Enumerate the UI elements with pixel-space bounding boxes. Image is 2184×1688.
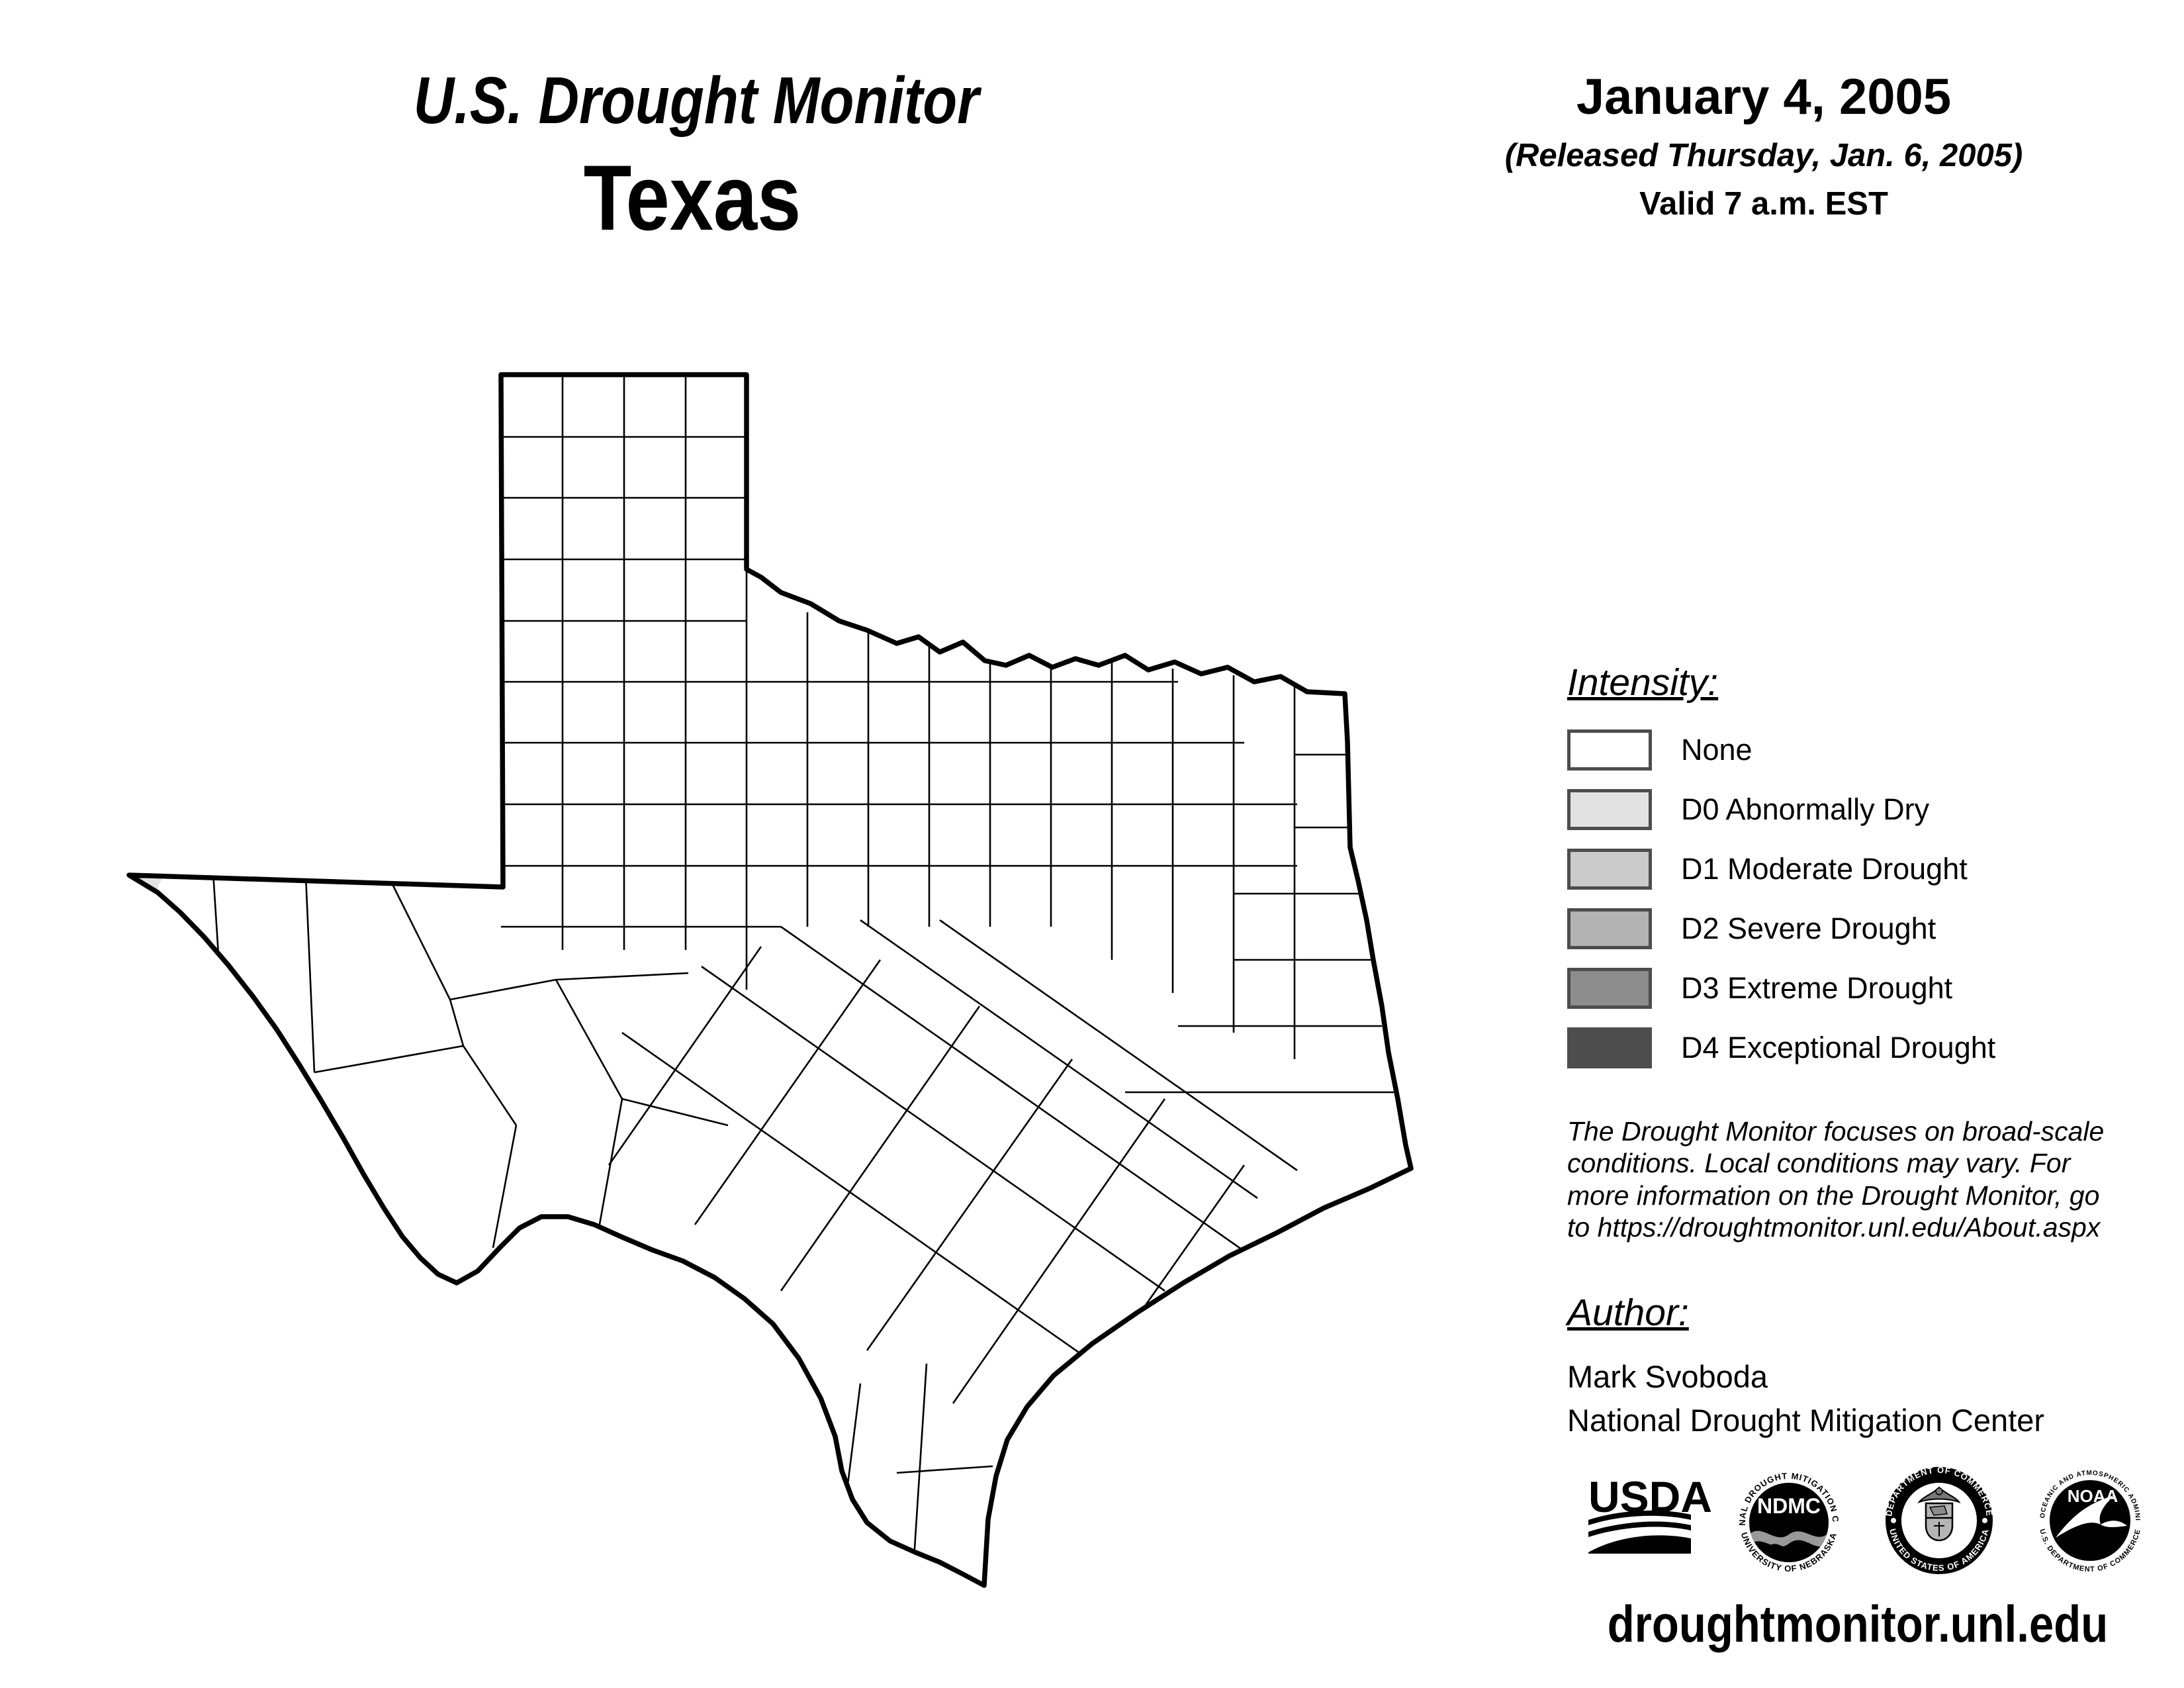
usda-swoosh-field: [1588, 1535, 1691, 1554]
author-org: National Drought Mitigation Center: [1567, 1403, 2045, 1438]
noaa-seagull-wing: [2101, 1521, 2127, 1527]
legend-label-d3: D3 Extreme Drought: [1681, 971, 1953, 1005]
author-name: Mark Svoboda: [1567, 1359, 1768, 1394]
ndmc-logo: NATIONAL DROUGHT MITIGATION CENTER UNIVE…: [1737, 1471, 1841, 1574]
commerce-star-left: [1891, 1518, 1896, 1523]
legend-swatch-d3: [1567, 968, 1652, 1009]
ndmc-logo-text: NDMC: [1757, 1494, 1821, 1518]
map-date: January 4, 2005: [1576, 69, 1952, 125]
legend-label-d0: D0 Abnormally Dry: [1681, 792, 1930, 826]
legend-swatch-d0: [1567, 789, 1652, 830]
state-title-text: Texas: [583, 146, 801, 250]
commerce-star-right: [1982, 1518, 1987, 1523]
legend-swatch-d4: [1567, 1027, 1652, 1068]
legend-title: Intensity:: [1567, 661, 1719, 704]
valid-time: Valid 7 a.m. EST: [1639, 186, 1888, 222]
intensity-legend: Intensity: None D0 Abnormally Dry D1 Mod…: [1567, 661, 1995, 1087]
legend-swatch-none: [1567, 729, 1652, 771]
noaa-seagull: [2056, 1495, 2114, 1538]
page-title-text: U.S. Drought Monitor: [413, 64, 979, 138]
usda-swoosh-line1: [1588, 1510, 1691, 1525]
county-lines-west: [212, 872, 729, 1248]
legend-row-d2: D2 Severe Drought: [1567, 908, 1995, 949]
legend-label-none: None: [1681, 733, 1752, 767]
commerce-eagle-head: [1935, 1487, 1943, 1495]
ndmc-wave: [1749, 1530, 1829, 1547]
legend-row-d3: D3 Extreme Drought: [1567, 968, 1995, 1009]
noaa-logo-text: NOAA: [2068, 1486, 2118, 1506]
county-boundaries: [212, 375, 1394, 1570]
legend-label-d4: D4 Exceptional Drought: [1681, 1031, 1996, 1064]
usda-swoosh-line2: [1588, 1521, 1691, 1537]
county-lines-central-diagonal: [608, 919, 1298, 1457]
legend-row-d1: D1 Moderate Drought: [1567, 849, 1995, 890]
state-fill: [129, 375, 1411, 1585]
county-lines-north-central: [806, 612, 1296, 1059]
legend-swatch-d1: [1567, 849, 1652, 890]
page-title: U.S. Drought Monitor: [363, 63, 1028, 139]
county-lines-panhandle-horizontal: [501, 436, 1297, 928]
legend-row-none: None: [1567, 729, 1995, 771]
county-lines-panhandle-vertical: [561, 375, 748, 990]
county-lines-east: [1125, 753, 1394, 1094]
legend-row-d4: D4 Exceptional Drought: [1567, 1027, 1995, 1068]
disclaimer-text: The Drought Monitor focuses on broad-sca…: [1567, 1116, 2105, 1243]
usda-logo: USDA: [1588, 1472, 1712, 1554]
legend-label-d1: D1 Moderate Drought: [1681, 852, 1968, 886]
legend-label-d2: D2 Severe Drought: [1681, 912, 1936, 945]
commerce-seal-logo: DEPARTMENT OF COMMERCE UNITED STATES OF …: [1884, 1465, 1994, 1574]
noaa-logo: NATIONAL OCEANIC AND ATMOSPHERIC ADMINIS…: [2038, 1468, 2142, 1573]
footer-url-text: droughtmonitor.unl.edu: [1607, 1595, 2109, 1653]
legend-row-d0: D0 Abnormally Dry: [1567, 789, 1995, 830]
commerce-lighthouse: [1934, 1522, 1944, 1536]
release-date: (Released Thursday, Jan. 6, 2005): [1504, 138, 2023, 173]
author-heading: Author:: [1567, 1291, 1689, 1334]
footer-url: droughtmonitor.unl.edu: [1567, 1594, 2149, 1654]
commerce-ship: [1929, 1505, 1948, 1516]
state-title: Texas: [565, 144, 821, 252]
legend-swatch-d2: [1567, 908, 1652, 949]
